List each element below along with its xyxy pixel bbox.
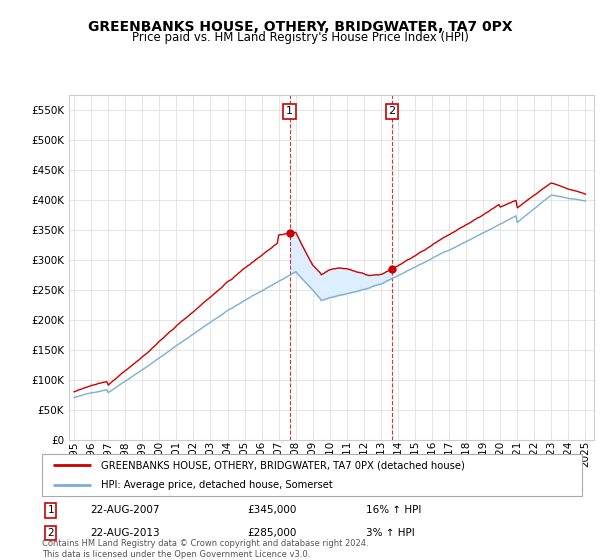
Text: HPI: Average price, detached house, Somerset: HPI: Average price, detached house, Some… xyxy=(101,480,333,490)
Text: £345,000: £345,000 xyxy=(247,506,296,515)
Text: 2: 2 xyxy=(47,528,54,538)
Text: 22-AUG-2007: 22-AUG-2007 xyxy=(91,506,160,515)
Text: 22-AUG-2013: 22-AUG-2013 xyxy=(91,528,160,538)
Text: Contains HM Land Registry data © Crown copyright and database right 2024.
This d: Contains HM Land Registry data © Crown c… xyxy=(42,539,368,559)
Text: 1: 1 xyxy=(286,106,293,116)
Text: £285,000: £285,000 xyxy=(247,528,296,538)
Text: 3% ↑ HPI: 3% ↑ HPI xyxy=(366,528,415,538)
Text: Price paid vs. HM Land Registry's House Price Index (HPI): Price paid vs. HM Land Registry's House … xyxy=(131,31,469,44)
Text: GREENBANKS HOUSE, OTHERY, BRIDGWATER, TA7 0PX (detached house): GREENBANKS HOUSE, OTHERY, BRIDGWATER, TA… xyxy=(101,460,465,470)
Text: 2: 2 xyxy=(388,106,395,116)
Text: 1: 1 xyxy=(47,506,54,515)
Text: 16% ↑ HPI: 16% ↑ HPI xyxy=(366,506,421,515)
Text: GREENBANKS HOUSE, OTHERY, BRIDGWATER, TA7 0PX: GREENBANKS HOUSE, OTHERY, BRIDGWATER, TA… xyxy=(88,20,512,34)
